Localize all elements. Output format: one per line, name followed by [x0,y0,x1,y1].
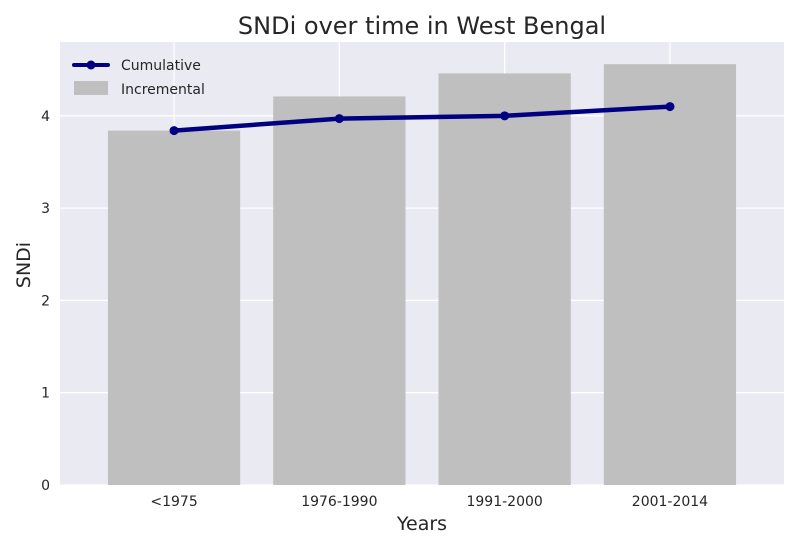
y-tick-label: 0 [41,478,50,494]
x-axis-label: Years [396,513,447,535]
x-tick-label: 2001-2014 [632,494,708,510]
y-tick-labels: 0 1 2 3 4 [41,109,50,494]
cumulative-point [665,102,675,112]
cumulative-line [171,104,673,133]
legend-cumulative-label: Cumulative [121,58,201,74]
y-tick-label: 4 [41,109,50,125]
chart-title: SNDi over time in West Bengal [238,12,606,40]
y-tick-label: 3 [41,201,50,217]
y-axis-label: SNDi [13,242,35,288]
y-tick-label: 1 [41,386,50,402]
cumulative-point [169,126,179,136]
bar-incremental [603,64,737,486]
y-tick-label: 2 [41,293,50,309]
cumulative-line-series [169,102,675,136]
bar-incremental [438,73,571,486]
cumulative-point [334,114,344,124]
legend-cumulative-marker [86,60,96,70]
x-tick-label: 1976-1990 [301,494,377,510]
legend: Cumulative Incremental [72,58,205,98]
cumulative-point [500,111,510,121]
bar-incremental [107,130,241,485]
legend-incremental-label: Incremental [121,82,205,98]
x-tick-label: <1975 [150,494,197,510]
x-tick-label: 1991-2000 [466,494,542,510]
legend-incremental-swatch [74,81,108,95]
x-tick-labels: <1975 1976-1990 1991-2000 2001-2014 [150,494,708,510]
bar-incremental [273,96,406,485]
bars [107,64,737,486]
